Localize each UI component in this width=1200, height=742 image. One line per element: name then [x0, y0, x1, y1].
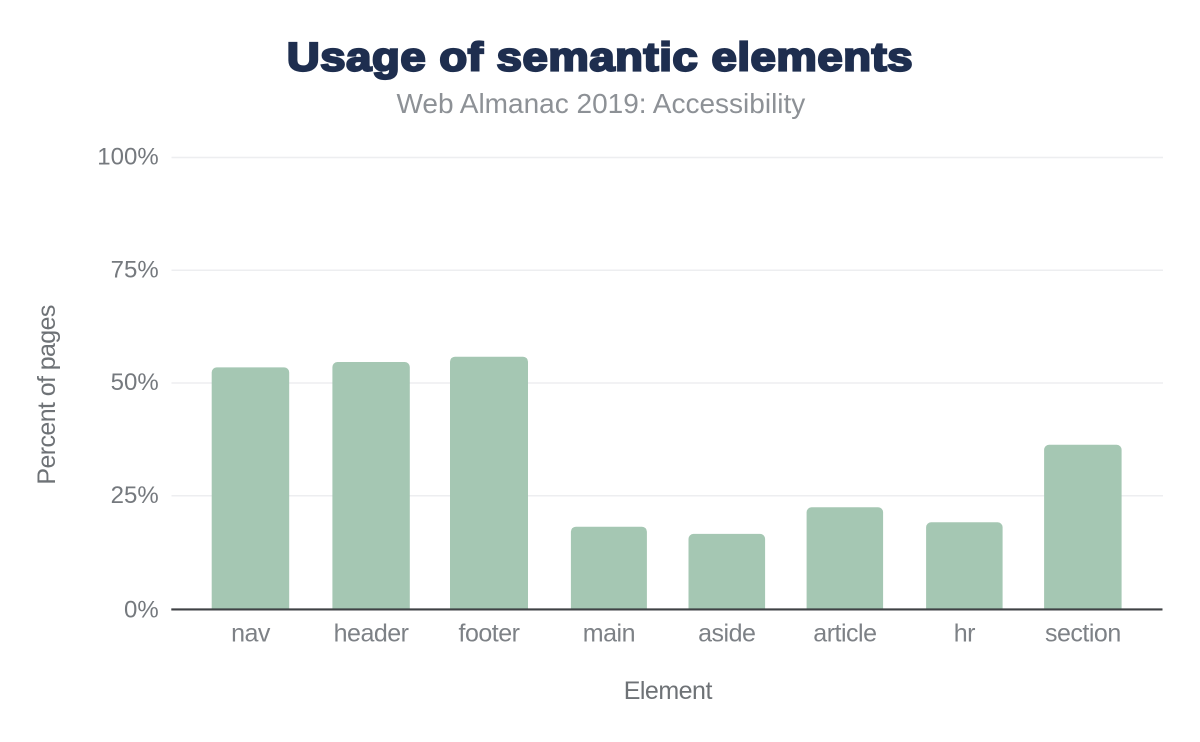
svg-text:Web Almanac 2019: Accessibilit: Web Almanac 2019: Accessibility	[396, 88, 805, 119]
svg-text:section: section	[1045, 620, 1121, 648]
svg-text:article: article	[813, 620, 876, 648]
svg-text:50%: 50%	[111, 369, 159, 396]
svg-text:25%: 25%	[111, 482, 159, 509]
svg-text:0%: 0%	[124, 597, 159, 624]
svg-text:main: main	[583, 620, 635, 648]
svg-text:footer: footer	[459, 620, 520, 648]
svg-text:Percent of pages: Percent of pages	[33, 305, 61, 485]
svg-text:100%: 100%	[97, 144, 158, 171]
svg-text:Usage of semantic elements: Usage of semantic elements	[287, 35, 913, 80]
svg-text:header: header	[334, 620, 409, 648]
svg-text:Element: Element	[624, 677, 713, 705]
svg-text:nav: nav	[231, 620, 271, 648]
svg-text:hr: hr	[954, 620, 975, 648]
svg-text:aside: aside	[698, 620, 755, 648]
svg-text:75%: 75%	[111, 256, 159, 283]
